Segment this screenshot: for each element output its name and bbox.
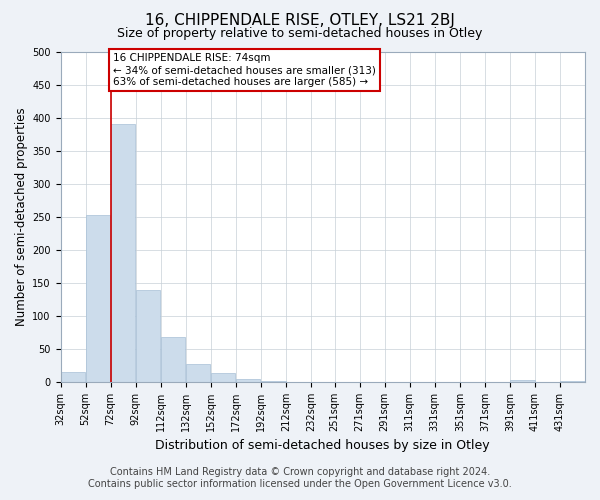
Bar <box>161 337 185 382</box>
Text: 16, CHIPPENDALE RISE, OTLEY, LS21 2BJ: 16, CHIPPENDALE RISE, OTLEY, LS21 2BJ <box>145 12 455 28</box>
Bar <box>560 380 584 382</box>
Bar <box>86 215 110 382</box>
Y-axis label: Number of semi-detached properties: Number of semi-detached properties <box>15 108 28 326</box>
Bar <box>111 124 136 382</box>
Bar <box>211 374 235 382</box>
Bar <box>186 364 211 382</box>
Text: Size of property relative to semi-detached houses in Otley: Size of property relative to semi-detach… <box>118 28 482 40</box>
Bar <box>261 380 286 382</box>
Bar <box>136 290 160 382</box>
Text: Contains HM Land Registry data © Crown copyright and database right 2024.
Contai: Contains HM Land Registry data © Crown c… <box>88 468 512 489</box>
X-axis label: Distribution of semi-detached houses by size in Otley: Distribution of semi-detached houses by … <box>155 440 490 452</box>
Bar <box>61 372 85 382</box>
Text: 16 CHIPPENDALE RISE: 74sqm
← 34% of semi-detached houses are smaller (313)
63% o: 16 CHIPPENDALE RISE: 74sqm ← 34% of semi… <box>113 54 376 86</box>
Bar <box>510 380 535 382</box>
Bar <box>236 379 260 382</box>
